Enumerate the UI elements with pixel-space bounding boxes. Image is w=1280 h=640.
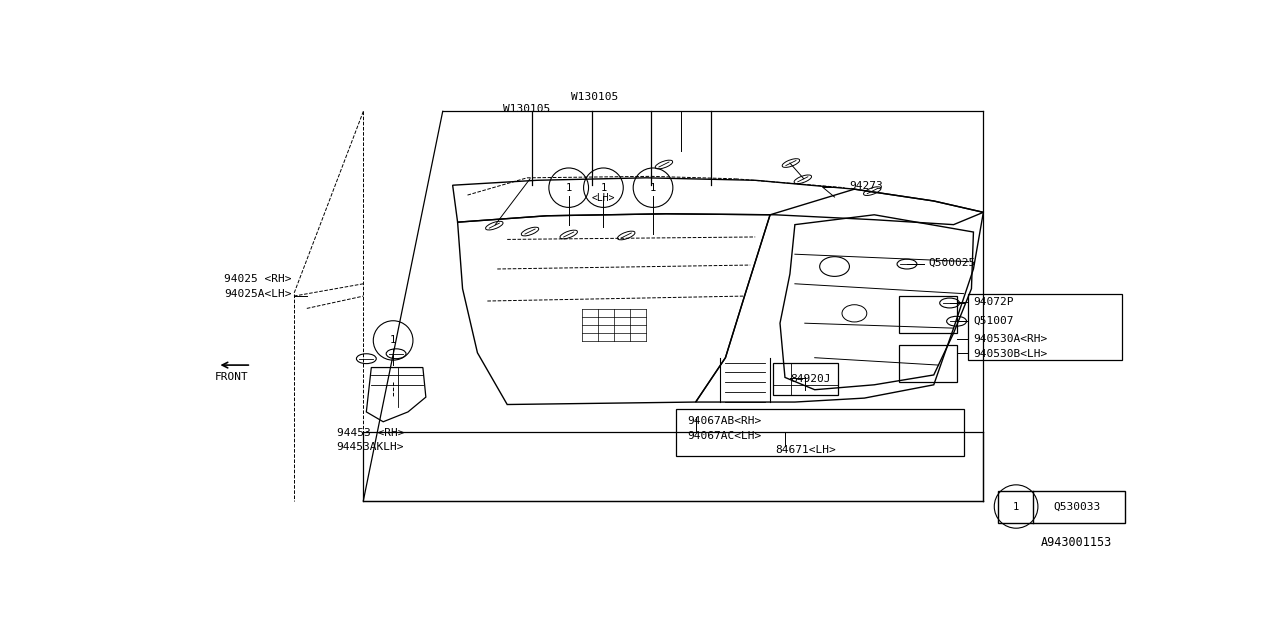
Bar bbox=[676, 410, 964, 456]
Text: 84920J: 84920J bbox=[790, 374, 831, 385]
Bar bbox=[773, 363, 837, 395]
Text: 94067AC<LH>: 94067AC<LH> bbox=[687, 431, 762, 440]
Bar bbox=[998, 491, 1125, 523]
Bar bbox=[899, 346, 956, 382]
Text: 94025A<LH>: 94025A<LH> bbox=[224, 289, 292, 299]
Text: 94273: 94273 bbox=[850, 181, 883, 191]
Text: Q530033: Q530033 bbox=[1053, 502, 1101, 511]
Text: 940530B<LH>: 940530B<LH> bbox=[973, 349, 1048, 359]
Text: 1: 1 bbox=[650, 182, 657, 193]
Text: W130105: W130105 bbox=[571, 92, 618, 102]
Text: 94453 <RH>: 94453 <RH> bbox=[337, 428, 404, 438]
Text: <LH>: <LH> bbox=[591, 193, 616, 202]
Text: 1: 1 bbox=[566, 182, 572, 193]
Text: Q500025: Q500025 bbox=[929, 258, 977, 268]
Text: 1: 1 bbox=[600, 182, 607, 193]
Text: W130105: W130105 bbox=[503, 104, 550, 114]
Text: 94453AKLH>: 94453AKLH> bbox=[337, 442, 404, 452]
Text: FRONT: FRONT bbox=[215, 372, 248, 383]
Text: 940530A<RH>: 940530A<RH> bbox=[973, 334, 1048, 344]
Text: 84671<LH>: 84671<LH> bbox=[776, 445, 836, 455]
Text: 94067AB<RH>: 94067AB<RH> bbox=[687, 416, 762, 426]
Text: 1: 1 bbox=[390, 335, 397, 346]
Bar bbox=[969, 294, 1123, 360]
Bar bbox=[899, 296, 956, 333]
Text: A943001153: A943001153 bbox=[1041, 536, 1112, 549]
Text: 94025 <RH>: 94025 <RH> bbox=[224, 274, 292, 284]
Text: 94072P: 94072P bbox=[973, 297, 1014, 307]
Text: Q51007: Q51007 bbox=[973, 316, 1014, 326]
Text: 1: 1 bbox=[1012, 502, 1019, 511]
